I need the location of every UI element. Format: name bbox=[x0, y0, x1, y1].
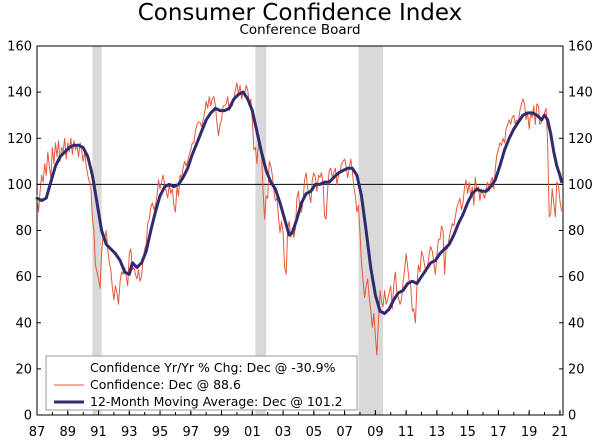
y-tick-label-right: 40 bbox=[568, 316, 585, 331]
x-tick-label: 07 bbox=[336, 425, 353, 440]
x-tick-label: 21 bbox=[552, 425, 569, 440]
series-line-moving-average bbox=[35, 90, 563, 315]
x-tick-label: 91 bbox=[90, 425, 107, 440]
y-tick-label-left: 80 bbox=[15, 224, 32, 239]
y-tick-label-left: 140 bbox=[7, 86, 32, 101]
x-tick-label: 95 bbox=[152, 425, 169, 440]
x-tick-label: 03 bbox=[275, 425, 292, 440]
y-tick-label-right: 160 bbox=[568, 40, 593, 55]
y-tick-label-left: 0 bbox=[24, 409, 32, 424]
x-tick-label: 15 bbox=[459, 425, 476, 440]
x-tick-label: 93 bbox=[121, 425, 138, 440]
x-tick-label: 19 bbox=[521, 425, 538, 440]
y-tick-label-right: 20 bbox=[568, 362, 585, 377]
x-tick-label: 87 bbox=[29, 425, 46, 440]
y-tick-label-right: 140 bbox=[568, 86, 593, 101]
recession-band-2 bbox=[358, 46, 384, 415]
x-tick-label: 17 bbox=[490, 425, 507, 440]
y-tick-label-left: 40 bbox=[15, 316, 32, 331]
x-tick-label: 13 bbox=[429, 425, 446, 440]
y-tick-label-left: 60 bbox=[15, 270, 32, 285]
chart-title: Consumer Confidence Index bbox=[137, 0, 463, 26]
series-line-confidence bbox=[36, 82, 562, 356]
y-tick-label-right: 80 bbox=[568, 224, 585, 239]
x-tick-label: 97 bbox=[183, 425, 200, 440]
x-tick-label: 11 bbox=[398, 425, 415, 440]
legend-box bbox=[45, 355, 358, 411]
y-tick-label-right: 120 bbox=[568, 132, 593, 147]
legend-label-moving-average: 12-Month Moving Average: Dec @ 101.2 bbox=[90, 394, 343, 409]
x-tick-label: 09 bbox=[367, 425, 384, 440]
y-tick-label-left: 100 bbox=[7, 178, 32, 193]
recession-band-1 bbox=[255, 46, 267, 415]
y-tick-label-right: 100 bbox=[568, 178, 593, 193]
y-tick-label-left: 120 bbox=[7, 132, 32, 147]
recession-band-0 bbox=[92, 46, 102, 415]
legend-label-confidence: Confidence: Dec @ 88.6 bbox=[90, 377, 241, 392]
legend-label-yoy: Confidence Yr/Yr % Chg: Dec @ -30.9% bbox=[90, 360, 336, 375]
y-tick-label-left: 160 bbox=[7, 40, 32, 55]
y-tick-label-right: 0 bbox=[568, 409, 576, 424]
y-tick-label-left: 20 bbox=[15, 362, 32, 377]
y-tick-label-right: 60 bbox=[568, 270, 585, 285]
x-tick-label: 89 bbox=[59, 425, 76, 440]
chart-subtitle: Conference Board bbox=[239, 22, 361, 38]
x-tick-label: 05 bbox=[306, 425, 323, 440]
x-tick-label: 99 bbox=[213, 425, 230, 440]
x-tick-label: 01 bbox=[244, 425, 261, 440]
